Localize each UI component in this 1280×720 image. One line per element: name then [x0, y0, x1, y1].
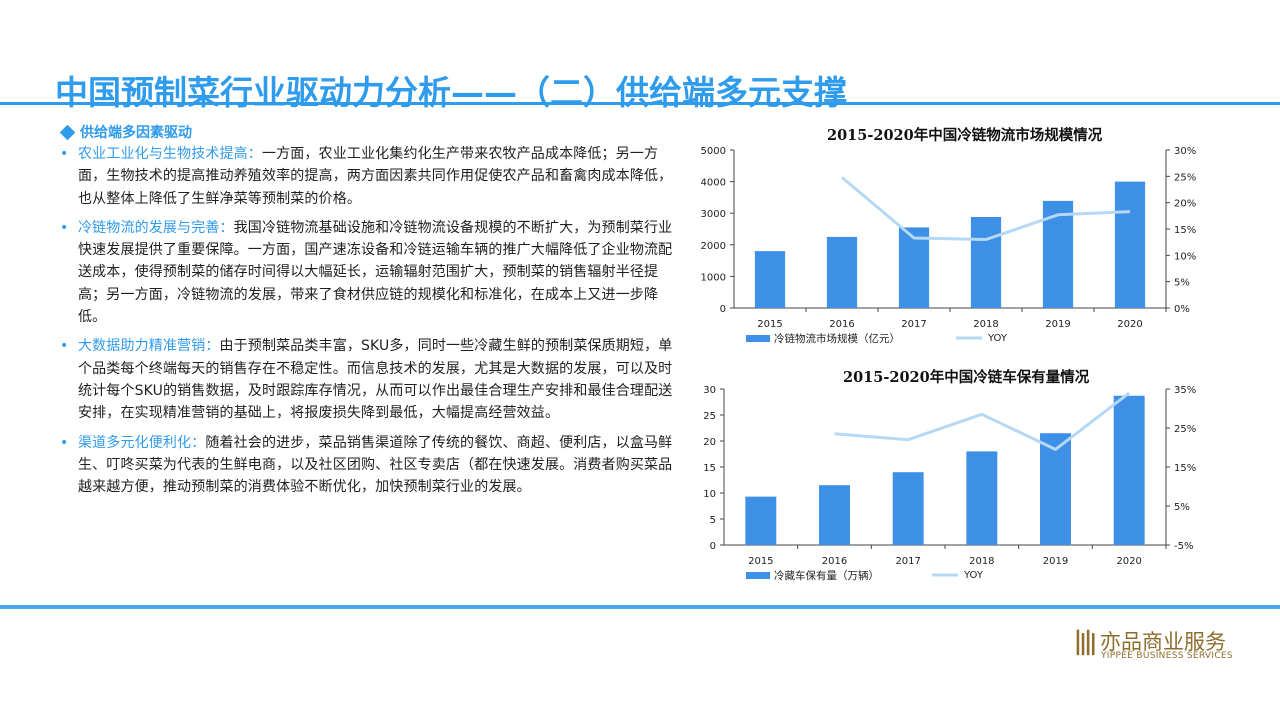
list-item: • 冷链物流的发展与完善：我国冷链物流基础设施和冷链物流设备规模的不断扩大，为预… — [58, 217, 678, 328]
page-title: 中国预制菜行业驱动力分析——（二）供给端多元支撑 — [55, 73, 847, 112]
x-tick-label: 2020 — [1117, 319, 1142, 330]
right-tick-label: 25% — [1174, 172, 1196, 183]
left-tick-label: 3000 — [701, 209, 726, 220]
logo-name-en: YIPPEE BUSINESS SERVICES — [1101, 651, 1233, 661]
left-tick-label: 4000 — [701, 178, 726, 189]
left-tick-label: 15 — [703, 463, 716, 474]
x-tick-label: 2017 — [895, 556, 920, 567]
bullet-dot-icon: • — [60, 338, 69, 355]
driver-list: • 农业工业化与生物技术提高：一方面，农业工业化集约化生产带来农牧产品成本降低；… — [58, 143, 678, 505]
refrigerated-truck-chart: 0 5 10 15 20 25 30 -5% 5% 15% 25% 35% 2015 2016 2017 20… — [703, 385, 1196, 582]
bullet-dot-icon: • — [60, 434, 69, 451]
bullet-dot-icon: • — [60, 146, 69, 162]
list-item: • 渠道多元化便利化：随着社会的进步，菜品销售渠道除了传统的餐饮、商超、便利店，… — [58, 432, 678, 499]
legend-line-label: YOY — [963, 570, 984, 581]
bullet-lead: 农业工业化与生物技术提高： — [78, 146, 262, 162]
x-tick-label: 2016 — [829, 319, 854, 330]
right-tick-label: 30% — [1174, 146, 1196, 157]
bar — [970, 216, 1002, 308]
bar — [966, 451, 998, 545]
left-tick-label: 20 — [703, 437, 716, 448]
bullet-lead: 大数据助力精准营销： — [78, 338, 220, 355]
legend-bar-swatch — [746, 572, 770, 579]
left-tick-label: 5 — [710, 515, 716, 526]
legend-bar-label: 冷藏车保有量（万辆） — [774, 569, 879, 582]
section-heading: 供给端多因素驱动 — [59, 122, 192, 142]
chart2-title: 2015-2020年中国冷链车保有量情况 — [843, 369, 1090, 386]
footer-divider — [0, 605, 1280, 609]
bullet-text: 随着社会的进步，菜品销售渠道除了传统的餐饮、商超、便利店，以盒马鲜生、叮咚买菜为… — [78, 434, 673, 496]
bar — [745, 496, 777, 545]
left-tick-label: 2000 — [701, 241, 726, 252]
x-tick-label: 2018 — [973, 319, 998, 330]
bullet-text: 一方面，农业工业化集约化生产带来农牧产品成本降低；另一方面，生物技术的提高推动养… — [78, 146, 673, 207]
left-tick-label: 25 — [703, 411, 716, 422]
legend-bar-swatch — [746, 335, 770, 342]
x-tick-label: 2020 — [1116, 556, 1141, 567]
bar — [826, 236, 858, 308]
right-tick-label: 20% — [1174, 199, 1196, 210]
x-tick-label: 2019 — [1043, 556, 1068, 567]
bullet-text: 由于预制菜品类丰富，SKU多，同时一些冷藏生鲜的预制菜保质期短，单个品类每个终端… — [78, 338, 673, 422]
x-tick-label: 2018 — [969, 556, 994, 567]
left-tick-label: 30 — [703, 385, 716, 396]
cold-chain-market-chart: 0 1000 2000 3000 4000 5000 0% 5% 10% 15% 20% 25% 30%… — [701, 146, 1197, 345]
list-item: • 农业工业化与生物技术提高：一方面，农业工业化集约化生产带来农牧产品成本降低；… — [58, 143, 678, 210]
section-heading-label: 供给端多因素驱动 — [80, 125, 192, 141]
left-tick-label: 0 — [710, 541, 716, 552]
left-tick-label: 10 — [703, 489, 716, 500]
right-tick-label: 35% — [1174, 385, 1196, 396]
right-tick-label: 25% — [1174, 424, 1196, 435]
list-item: • 大数据助力精准营销：由于预制菜品类丰富，SKU多，同时一些冷藏生鲜的预制菜保… — [58, 335, 678, 424]
diamond-bullet-icon — [59, 124, 76, 140]
yippee-logo-icon — [1076, 629, 1095, 656]
legend-line-label: YOY — [987, 333, 1008, 344]
x-tick-label: 2015 — [748, 556, 773, 567]
left-tick-label: 5000 — [701, 146, 726, 157]
bullet-lead: 渠道多元化便利化： — [78, 434, 206, 451]
bar — [819, 485, 850, 545]
x-tick-label: 2016 — [822, 556, 847, 567]
bullet-text: 我国冷链物流基础设施和冷链物流设备规模的不断扩大，为预制菜行业快速发展提供了重要… — [78, 219, 673, 326]
right-tick-label: 5% — [1174, 278, 1190, 289]
right-tick-label: 15% — [1174, 225, 1196, 236]
yoy-line — [834, 391, 1131, 451]
right-tick-label: -5% — [1174, 541, 1193, 552]
bar — [1114, 181, 1146, 308]
right-tick-label: 15% — [1174, 463, 1196, 474]
left-tick-label: 1000 — [701, 272, 726, 283]
logo-name-cn: 亦品商业服务 — [1100, 630, 1226, 654]
x-tick-label: 2015 — [757, 319, 782, 330]
bar — [1040, 433, 1071, 545]
right-tick-label: 10% — [1174, 251, 1196, 262]
chart1-title: 2015-2020年中国冷链物流市场规模情况 — [827, 127, 1103, 144]
title-divider — [0, 102, 1280, 105]
bullet-dot-icon: • — [60, 219, 69, 236]
legend-bar-label: 冷链物流市场规模（亿元） — [774, 332, 900, 345]
right-tick-label: 0% — [1174, 304, 1190, 315]
bullet-lead: 冷链物流的发展与完善： — [78, 219, 234, 236]
bar — [1113, 395, 1145, 545]
bar — [898, 227, 930, 308]
left-tick-label: 0 — [720, 304, 726, 315]
bar — [754, 251, 786, 308]
x-tick-label: 2017 — [901, 319, 926, 330]
bar — [892, 472, 924, 545]
x-tick-label: 2019 — [1045, 319, 1070, 330]
right-tick-label: 5% — [1174, 502, 1190, 513]
